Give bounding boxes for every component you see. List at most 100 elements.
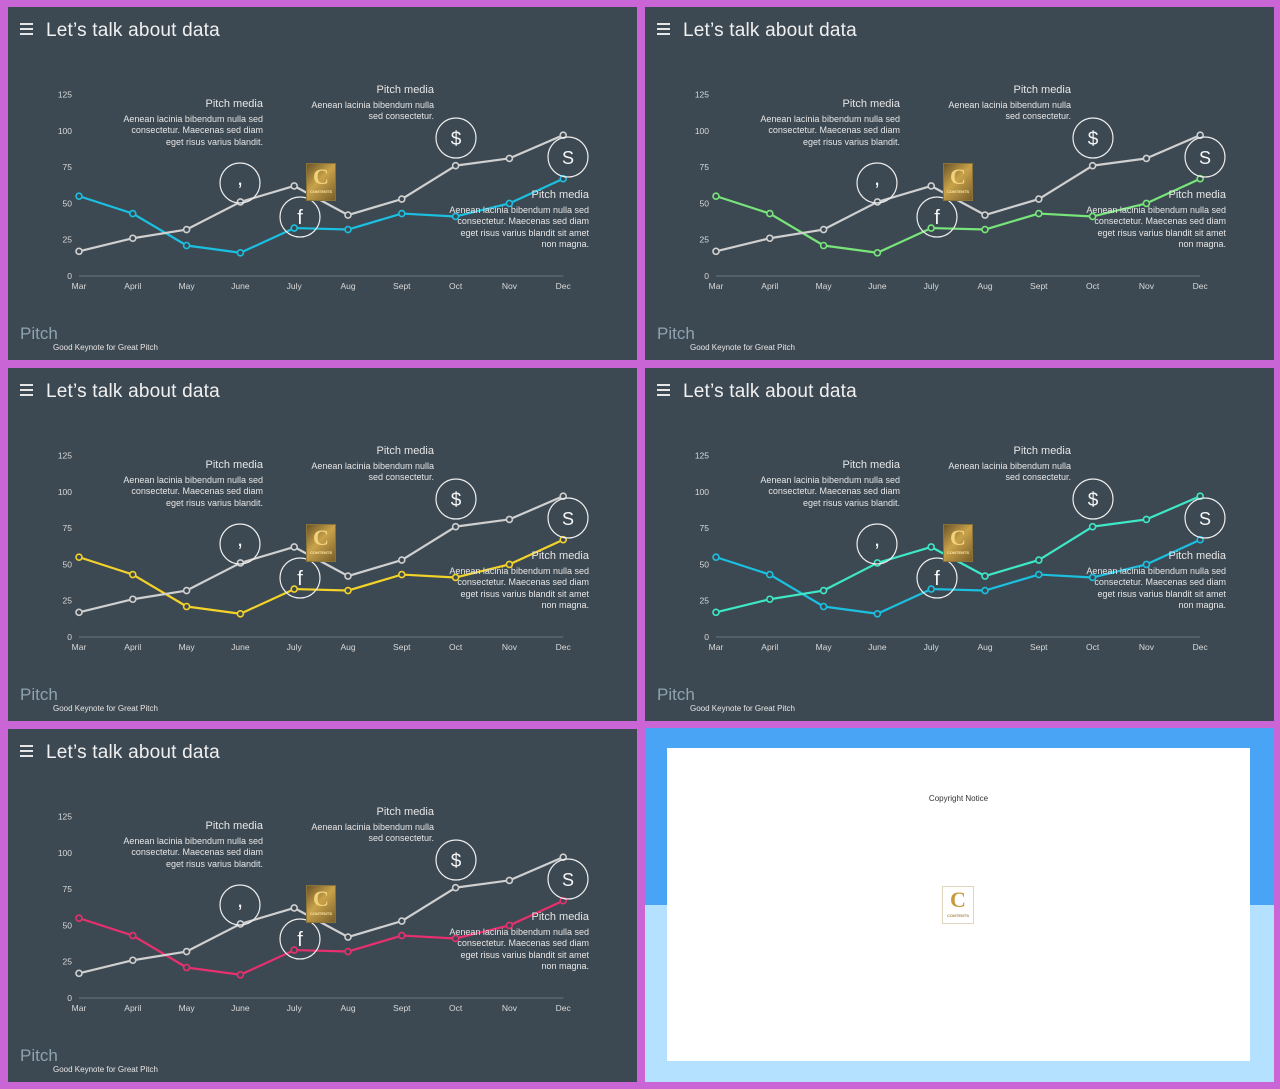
data-point	[819, 586, 828, 595]
data-point	[1142, 560, 1151, 569]
data-point	[182, 602, 191, 611]
data-point	[873, 609, 882, 618]
menu-icon	[20, 384, 33, 396]
badge-circle	[279, 196, 321, 238]
x-tick-label: Oct	[1086, 642, 1100, 652]
note-body: Aenean lacinia bibendum nulla sed consec…	[123, 113, 263, 147]
note-body: Aenean lacinia bibendum nulla sed consec…	[1086, 204, 1226, 250]
data-point	[819, 241, 828, 250]
x-tick-label: Sept	[393, 281, 411, 291]
slide-2: 0 25 50 75 100 125 Mar April May June July Aug Sept O…	[645, 7, 1274, 360]
x-tick-label: June	[868, 281, 887, 291]
x-tick-label: April	[761, 281, 778, 291]
data-point	[129, 595, 137, 604]
note-top-right: Pitch media Aenean lacinia bibendum nulla…	[935, 84, 1071, 123]
x-tick-label: July	[924, 281, 940, 291]
menu-icon	[20, 23, 33, 35]
x-tick-label: July	[287, 1003, 303, 1013]
x-tick-label: May	[179, 281, 196, 291]
note-heading: Pitch media	[842, 459, 900, 471]
tagline: Good Keynote for Great Pitch	[53, 704, 158, 713]
badge-glyph: $	[1088, 490, 1099, 511]
data-point	[1142, 199, 1151, 208]
copyright-title: Copyright Notice	[928, 794, 989, 803]
y-tick-label: 75	[700, 162, 710, 172]
data-point	[927, 182, 936, 190]
note-left: Pitch media Aenean lacinia bibendum nulla…	[118, 459, 263, 509]
note-left: Pitch media Aenean lacinia bibendum nulla…	[755, 459, 900, 509]
data-point	[873, 248, 882, 257]
data-point	[236, 248, 245, 257]
data-point	[75, 608, 83, 617]
data-point	[290, 946, 299, 954]
data-point	[129, 570, 137, 579]
x-tick-label: July	[287, 281, 303, 291]
data-point	[397, 195, 406, 203]
note-body: Aenean lacinia bibendum nulla sed consec…	[1086, 565, 1226, 611]
note-top-right: Pitch media Aenean lacinia bibendum nulla…	[298, 806, 434, 845]
badge-glyph: f	[934, 568, 940, 590]
y-tick-label: 0	[67, 271, 72, 281]
line-chart: 0 25 50 75 100 125 Mar April May June July Aug Sept O…	[695, 90, 1226, 291]
y-tick-label: 125	[695, 451, 709, 461]
x-tick-label: Oct	[449, 281, 463, 291]
note-body: Aenean lacinia bibendum nulla sed consec…	[449, 204, 589, 250]
note-body: Aenean lacinia bibendum nulla sed consec…	[311, 821, 434, 844]
note-heading: Pitch media	[205, 820, 263, 832]
note-left: Pitch media Aenean lacinia bibendum nulla…	[118, 820, 263, 870]
data-point	[129, 956, 137, 965]
series-line-1	[78, 177, 564, 254]
badge-glyph: $	[451, 851, 462, 872]
note-heading: Pitch media	[531, 189, 589, 201]
contents-logo: C CONTENTS	[943, 524, 973, 562]
badge-circle	[916, 196, 958, 238]
series-line-1	[78, 538, 564, 615]
data-point	[236, 920, 245, 928]
badge-glyph: S	[562, 509, 574, 529]
slide-5: 0 25 50 75 100 125 Mar April May June July Aug Sept O…	[8, 729, 637, 1082]
data-point	[344, 572, 352, 580]
badge-glyph: $	[1088, 129, 1099, 150]
badge-circle	[435, 839, 477, 881]
contents-logo-text: CONTENTS	[310, 550, 332, 555]
data-point	[819, 225, 828, 234]
y-tick-label: 75	[700, 523, 710, 533]
x-tick-label: Oct	[449, 1003, 463, 1013]
y-tick-label: 125	[58, 812, 72, 822]
brand-text: Pitch	[20, 685, 58, 704]
x-tick-label: April	[124, 1003, 141, 1013]
data-point	[182, 963, 191, 972]
badge-circle	[219, 523, 261, 565]
x-tick-label: Dec	[556, 642, 572, 652]
series-line-1	[715, 177, 1201, 254]
note-heading: Pitch media	[531, 911, 589, 923]
y-tick-label: 125	[58, 90, 72, 100]
series-line-1	[78, 899, 564, 976]
data-point	[397, 931, 406, 940]
x-tick-label: Sept	[393, 1003, 411, 1013]
note-top-right: Pitch media Aenean lacinia bibendum nulla…	[298, 445, 434, 484]
data-point	[981, 225, 989, 234]
note-left: Pitch media Aenean lacinia bibendum nulla…	[118, 98, 263, 148]
note-heading: Pitch media	[1168, 189, 1226, 201]
data-point	[451, 573, 460, 582]
badge-glyph: f	[297, 929, 303, 951]
data-point	[1034, 556, 1043, 564]
data-point	[236, 198, 245, 206]
x-tick-label: May	[179, 1003, 196, 1013]
note-body: Aenean lacinia bibendum nulla sed consec…	[123, 474, 263, 508]
data-point	[766, 570, 774, 579]
data-point	[344, 586, 352, 595]
contents-logo-letter: C	[313, 886, 329, 911]
note-body: Aenean lacinia bibendum nulla sed consec…	[948, 99, 1071, 122]
data-point	[927, 543, 936, 551]
y-tick-label: 25	[700, 596, 710, 606]
badge-circle	[856, 523, 898, 565]
badge-glyph: ,	[237, 526, 243, 551]
badge-glyph: S	[562, 148, 574, 168]
contents-logo-text: CONTENTS	[310, 911, 332, 916]
data-point	[1034, 570, 1043, 579]
contents-logo-letter: C	[950, 887, 966, 912]
data-point	[981, 586, 989, 595]
data-point	[981, 211, 989, 219]
